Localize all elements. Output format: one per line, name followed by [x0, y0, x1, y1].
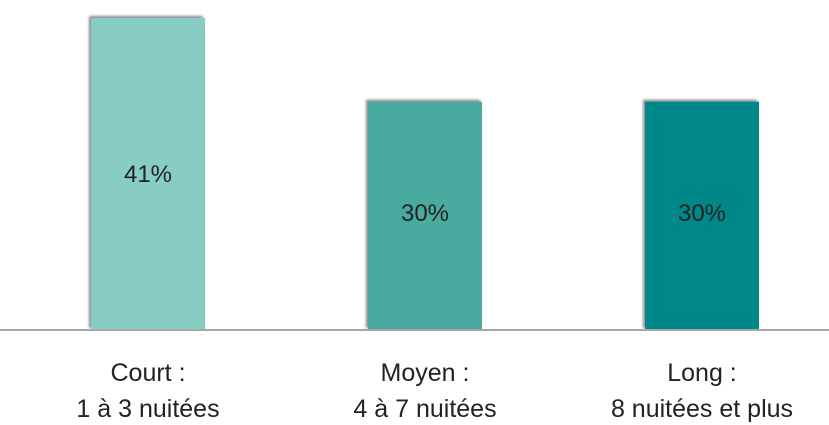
bar-value-label: 30%	[401, 200, 449, 227]
category-label: Long :	[667, 359, 737, 387]
category-sublabel: 4 à 7 nuitées	[353, 395, 496, 423]
bar-3	[645, 101, 759, 331]
bar-1	[91, 18, 205, 330]
category-sublabel: 1 à 3 nuitées	[76, 395, 219, 423]
bar-2	[368, 101, 482, 331]
category-label: Moyen :	[381, 359, 470, 387]
category-sublabel: 8 nuitées et plus	[611, 395, 793, 423]
bar-value-label: 30%	[678, 200, 726, 227]
labels-group: 41% Court : 1 à 3 nuitées 30% Moyen : 4 à 7 n…	[76, 161, 793, 423]
category-label: Court :	[110, 359, 185, 387]
bar-value-label: 41%	[124, 161, 172, 188]
bars-group	[91, 18, 759, 331]
